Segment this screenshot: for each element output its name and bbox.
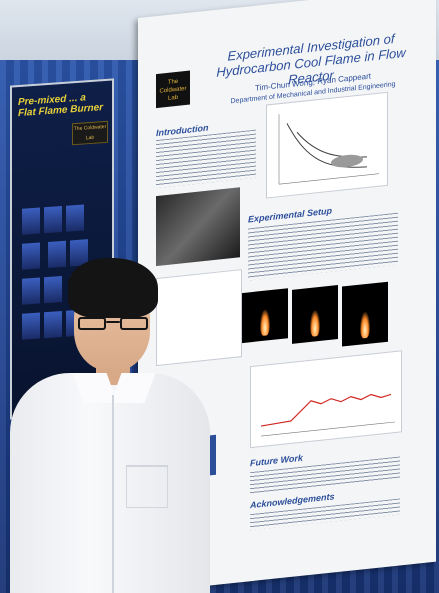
flame-photo-3 (342, 281, 388, 347)
intro-text (156, 129, 256, 189)
glasses (78, 317, 148, 331)
section-future-work: Future Work (250, 452, 303, 469)
white-shirt (10, 373, 210, 593)
flame-photo-2 (292, 284, 338, 344)
left-poster-logo: The Coldwater Lab (72, 120, 108, 146)
setup-text (248, 212, 398, 281)
left-poster-title: Pre-mixed ... a Flat Flame Burner (18, 92, 104, 120)
intro-figure-chart (266, 91, 388, 199)
flame-photo-1 (242, 288, 288, 344)
person (0, 255, 220, 593)
hair (68, 258, 158, 318)
shirt-pocket (126, 465, 168, 508)
shirt-placket (112, 395, 114, 593)
main-poster: The Coldwater Lab Experimental Investiga… (138, 0, 436, 593)
temperature-plot (250, 350, 402, 449)
intro-chart-svg (278, 114, 379, 185)
temperature-plot-svg (260, 393, 395, 437)
poster-logo: The Coldwater Lab (156, 70, 190, 109)
